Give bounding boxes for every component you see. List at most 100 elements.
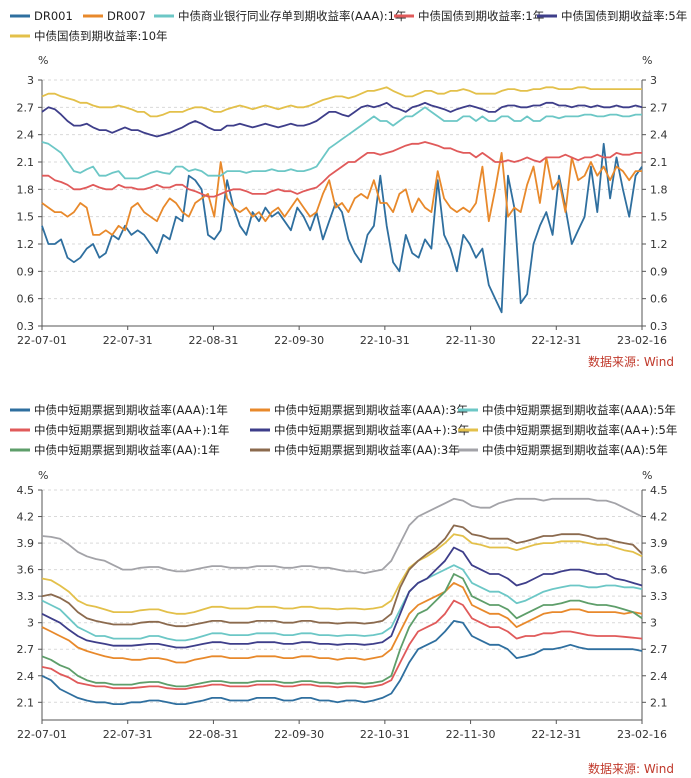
legend-item[interactable]: 中债国债到期收益率:10年 bbox=[10, 29, 168, 43]
legend-item[interactable]: DR001 bbox=[10, 9, 73, 23]
series-line bbox=[41, 101, 643, 138]
series-line bbox=[41, 142, 643, 314]
y-tick-label: 3 bbox=[27, 617, 34, 630]
y-tick-label: 1.2 bbox=[650, 238, 668, 251]
x-tick-label: 22-09-30 bbox=[274, 334, 324, 347]
x-tick-label: 22-08-31 bbox=[188, 334, 238, 347]
y-tick-label: 3 bbox=[650, 74, 657, 87]
legend-label: 中债中短期票据到期收益率(AAA):5年 bbox=[482, 403, 676, 417]
y-tick-label: 1.8 bbox=[650, 183, 668, 196]
legend-item[interactable]: 中债中短期票据到期收益率(AA+):1年 bbox=[10, 423, 229, 437]
legend-label: DR001 bbox=[34, 9, 73, 23]
y-tick-label: 4.2 bbox=[17, 511, 35, 524]
legend-item[interactable]: 中债中短期票据到期收益率(AA+):5年 bbox=[458, 423, 677, 437]
y-tick-label: 2.4 bbox=[650, 129, 668, 142]
x-tick-label: 22-12-31 bbox=[531, 728, 581, 741]
legend-label: 中债中短期票据到期收益率(AAA):3年 bbox=[274, 403, 468, 417]
legend-item[interactable]: DR007 bbox=[83, 9, 146, 23]
x-tick-label: 23-02-16 bbox=[617, 728, 667, 741]
x-tick-label: 22-08-31 bbox=[188, 728, 238, 741]
y-tick-label: 2.7 bbox=[650, 101, 668, 114]
x-tick-label: 22-11-30 bbox=[446, 728, 496, 741]
y-tick-label: 2.1 bbox=[650, 696, 668, 709]
legend-item[interactable]: 中债中短期票据到期收益率(AA):3年 bbox=[250, 443, 460, 457]
legend-item[interactable]: 中债中短期票据到期收益率(AA):1年 bbox=[10, 443, 220, 457]
y-tick-label: 2.7 bbox=[650, 643, 668, 656]
legend-label: DR007 bbox=[107, 9, 146, 23]
chart-top: DR001 DR007 中债商业银行同业存单到期收益率(AAA):1年 中债国债到期收… bbox=[10, 9, 687, 369]
y-tick-label: 3.9 bbox=[650, 537, 668, 550]
y-tick-label: 4.5 bbox=[650, 484, 668, 497]
series-line bbox=[41, 533, 643, 615]
legend-label: 中债国债到期收益率:1年 bbox=[418, 9, 544, 23]
legend-label: 中债中短期票据到期收益率(AA):1年 bbox=[34, 443, 220, 457]
y-tick-label: 0.3 bbox=[17, 320, 35, 333]
x-tick-label: 22-10-31 bbox=[360, 334, 410, 347]
y-tick-label: 1.5 bbox=[650, 211, 668, 224]
y-unit-left: % bbox=[38, 54, 48, 67]
legend-label: 中债商业银行同业存单到期收益率(AAA):1年 bbox=[178, 9, 406, 23]
series-line bbox=[42, 141, 642, 198]
series-line bbox=[41, 620, 643, 705]
series-line bbox=[41, 564, 643, 642]
series-line bbox=[41, 546, 643, 649]
source-note: 数据来源: Wind bbox=[588, 354, 674, 369]
y-tick-label: 0.9 bbox=[17, 265, 35, 278]
y-tick-label: 3.6 bbox=[17, 564, 35, 577]
legend-item[interactable]: 中债中短期票据到期收益率(AA):5年 bbox=[458, 443, 668, 457]
legend-label: 中债中短期票据到期收益率(AA+):5年 bbox=[482, 423, 677, 437]
y-tick-label: 3 bbox=[650, 617, 657, 630]
legend-label: 中债国债到期收益率:5年 bbox=[561, 9, 687, 23]
series-line bbox=[41, 599, 643, 690]
y-tick-label: 0.3 bbox=[650, 320, 668, 333]
y-tick-label: 2.1 bbox=[650, 156, 668, 169]
legend-label: 中债国债到期收益率:10年 bbox=[34, 29, 168, 43]
legend: 中债中短期票据到期收益率(AAA):1年 中债中短期票据到期收益率(AAA):3年… bbox=[10, 403, 677, 457]
x-tick-label: 22-07-31 bbox=[103, 728, 153, 741]
y-tick-label: 2.1 bbox=[17, 156, 35, 169]
y-tick-label: 0.9 bbox=[650, 265, 668, 278]
legend-item[interactable]: 中债商业银行同业存单到期收益率(AAA):1年 bbox=[154, 9, 406, 23]
y-tick-label: 3.3 bbox=[17, 590, 35, 603]
y-tick-label: 1.5 bbox=[17, 211, 35, 224]
legend-label: 中债中短期票据到期收益率(AAA):1年 bbox=[34, 403, 228, 417]
series-line bbox=[41, 524, 643, 628]
legend-label: 中债中短期票据到期收益率(AA+):3年 bbox=[274, 423, 469, 437]
legend-item[interactable]: 中债中短期票据到期收益率(AA+):3年 bbox=[250, 423, 469, 437]
y-tick-label: 3.3 bbox=[650, 590, 668, 603]
y-tick-label: 0.6 bbox=[17, 293, 35, 306]
series-line bbox=[41, 106, 642, 180]
y-unit-right: % bbox=[642, 54, 652, 67]
x-tick-label: 22-07-01 bbox=[17, 728, 67, 741]
x-tick-label: 23-02-16 bbox=[617, 334, 667, 347]
y-tick-label: 1.2 bbox=[17, 238, 35, 251]
x-tick-label: 22-10-31 bbox=[360, 728, 410, 741]
legend-item[interactable]: 中债中短期票据到期收益率(AAA):1年 bbox=[10, 403, 228, 417]
y-tick-label: 2.4 bbox=[17, 129, 35, 142]
legend-item[interactable]: 中债中短期票据到期收益率(AAA):5年 bbox=[458, 403, 676, 417]
y-tick-label: 2.7 bbox=[17, 101, 35, 114]
x-tick-label: 22-07-01 bbox=[17, 334, 67, 347]
x-tick-label: 22-09-30 bbox=[274, 728, 324, 741]
y-tick-label: 2.1 bbox=[17, 696, 35, 709]
y-tick-label: 1.8 bbox=[17, 183, 35, 196]
y-tick-label: 4.2 bbox=[650, 511, 668, 524]
y-tick-label: 3.6 bbox=[650, 564, 668, 577]
legend-label: 中债中短期票据到期收益率(AA+):1年 bbox=[34, 423, 229, 437]
series-line bbox=[41, 497, 643, 575]
y-unit-right: % bbox=[642, 469, 652, 482]
y-tick-label: 4.5 bbox=[17, 484, 35, 497]
legend-item[interactable]: 中债国债到期收益率:1年 bbox=[394, 9, 544, 23]
source-note: 数据来源: Wind bbox=[588, 761, 674, 776]
series-line bbox=[41, 582, 643, 664]
y-unit-left: % bbox=[38, 469, 48, 482]
y-tick-label: 2.4 bbox=[650, 670, 668, 683]
y-tick-label: 2.4 bbox=[17, 670, 35, 683]
x-tick-label: 22-12-31 bbox=[531, 334, 581, 347]
series-line bbox=[41, 86, 642, 118]
x-tick-label: 22-11-30 bbox=[446, 334, 496, 347]
legend-item[interactable]: 中债中短期票据到期收益率(AAA):3年 bbox=[250, 403, 468, 417]
legend-item[interactable]: 中债国债到期收益率:5年 bbox=[537, 9, 687, 23]
x-tick-label: 22-07-31 bbox=[103, 334, 153, 347]
legend-label: 中债中短期票据到期收益率(AA):3年 bbox=[274, 443, 460, 457]
